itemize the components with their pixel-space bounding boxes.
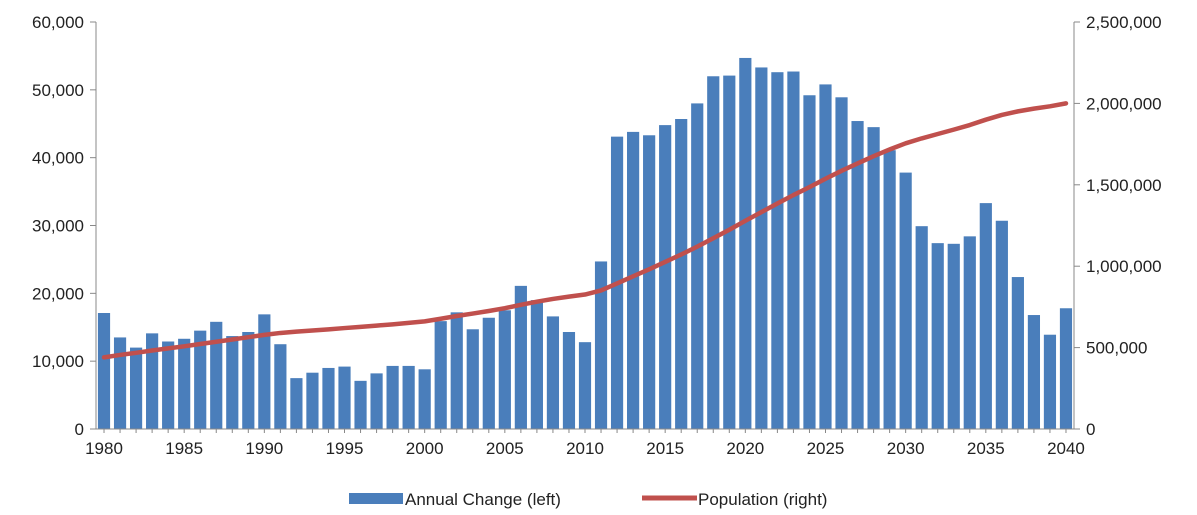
x-tick-label: 2040	[1047, 439, 1085, 458]
bar-1987	[210, 321, 223, 429]
bar-2021	[755, 67, 768, 429]
right-tick-label: 2,000,000	[1086, 94, 1162, 113]
bar-1994	[322, 367, 335, 429]
bar-2037	[1011, 277, 1024, 429]
bar-2027	[851, 121, 864, 429]
legend-item-population: Population (right)	[642, 490, 827, 509]
bar-2029	[883, 150, 896, 429]
bar-1998	[386, 365, 399, 429]
bar-2016	[675, 119, 688, 429]
left-tick-label: 30,000	[32, 217, 84, 236]
bar-1985	[178, 338, 191, 429]
legend: Annual Change (left) Population (right)	[349, 490, 827, 509]
left-tick-label: 0	[75, 420, 84, 439]
bar-1991	[274, 344, 287, 429]
x-tick-label: 1990	[245, 439, 283, 458]
left-tick-label: 20,000	[32, 284, 84, 303]
x-tick-label: 2030	[887, 439, 925, 458]
x-tick-label: 2035	[967, 439, 1005, 458]
right-tick-label: 1,500,000	[1086, 176, 1162, 195]
legend-label-population: Population (right)	[698, 490, 827, 509]
bar-2031	[915, 226, 928, 429]
bar-2018	[707, 76, 720, 430]
bar-2026	[835, 97, 848, 430]
bar-2017	[691, 103, 704, 430]
legend-label-annual-change: Annual Change (left)	[405, 490, 561, 509]
population-line	[101, 101, 1069, 360]
bar-2038	[1027, 315, 1041, 429]
left-tick-label: 10,000	[32, 352, 84, 371]
right-tick-label: 2,500,000	[1086, 13, 1162, 32]
bar-2011	[594, 261, 608, 429]
bar-2032	[931, 243, 944, 429]
x-tick-label: 2015	[646, 439, 684, 458]
right-tick-label: 0	[1086, 420, 1095, 439]
legend-swatch-annual-change	[349, 493, 403, 504]
bar-2005	[498, 310, 511, 429]
right-y-ticks: 0 500,000 1,000,000 1,500,000 2,000,000 2,500…	[1074, 13, 1162, 439]
bar-1986	[194, 330, 207, 429]
bar-2022	[771, 72, 784, 429]
bar-1983	[146, 333, 159, 429]
bar-2028	[867, 127, 880, 429]
bar-2035	[979, 203, 992, 429]
bar-2001	[434, 321, 447, 429]
bar-2025	[819, 84, 832, 429]
population-line-layer	[101, 101, 1069, 360]
x-tick-label: 2025	[807, 439, 845, 458]
bar-1997	[370, 373, 383, 429]
bar-1988	[226, 336, 239, 429]
bar-2014	[643, 135, 656, 429]
bar-2000	[418, 369, 431, 429]
left-tick-label: 60,000	[32, 13, 84, 32]
bar-2034	[963, 236, 976, 429]
bar-2004	[482, 317, 495, 429]
bar-2039	[1043, 334, 1057, 429]
bar-2013	[627, 131, 640, 429]
bar-2019	[723, 75, 736, 429]
bar-1992	[290, 378, 303, 430]
x-tick-label: 2005	[486, 439, 524, 458]
right-tick-label: 1,000,000	[1086, 257, 1162, 276]
annual-change-bars	[97, 57, 1073, 430]
bar-2033	[947, 243, 960, 429]
bar-2007	[530, 300, 543, 429]
bar-2003	[466, 329, 479, 429]
x-ticks: 1980 1985 1990 1995 2000 2005 2010 2015 2020 2025…	[85, 429, 1085, 458]
x-tick-label: 1985	[165, 439, 203, 458]
bar-1984	[162, 341, 175, 429]
x-tick-label: 1980	[85, 439, 123, 458]
bar-1989	[242, 332, 255, 429]
bar-2020	[739, 57, 752, 429]
bar-2015	[659, 125, 672, 430]
bar-2040	[1059, 308, 1073, 429]
bar-1996	[354, 380, 367, 429]
bar-2010	[578, 342, 592, 429]
bar-1993	[306, 372, 319, 429]
bar-1982	[129, 347, 143, 429]
bar-2030	[899, 172, 912, 429]
bar-2024	[803, 95, 816, 429]
legend-item-annual-change: Annual Change (left)	[349, 490, 561, 509]
bar-1995	[338, 366, 351, 429]
bar-2008	[546, 316, 560, 429]
x-tick-label: 2000	[406, 439, 444, 458]
left-tick-label: 50,000	[32, 81, 84, 100]
bar-1981	[113, 337, 127, 429]
bar-2036	[995, 220, 1008, 429]
bar-1980	[97, 313, 111, 429]
bar-2009	[562, 332, 576, 429]
right-tick-label: 500,000	[1086, 339, 1147, 358]
bar-2002	[450, 312, 463, 429]
x-tick-label: 1995	[326, 439, 364, 458]
x-tick-label: 2020	[726, 439, 764, 458]
bar-2023	[787, 71, 800, 430]
bar-1990	[258, 314, 271, 429]
x-tick-label: 2010	[566, 439, 604, 458]
bar-2006	[514, 285, 527, 429]
bar-1999	[402, 365, 415, 429]
left-tick-label: 40,000	[32, 149, 84, 168]
left-y-ticks: 0 10,000 20,000 30,000 40,000 50,000 60,000	[32, 13, 96, 439]
